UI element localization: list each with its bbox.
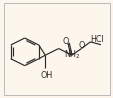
- Text: O: O: [78, 41, 84, 50]
- Text: HCl: HCl: [90, 35, 103, 44]
- Text: OH: OH: [40, 71, 52, 80]
- Text: O: O: [62, 37, 68, 46]
- Text: NH$_2$: NH$_2$: [63, 49, 80, 61]
